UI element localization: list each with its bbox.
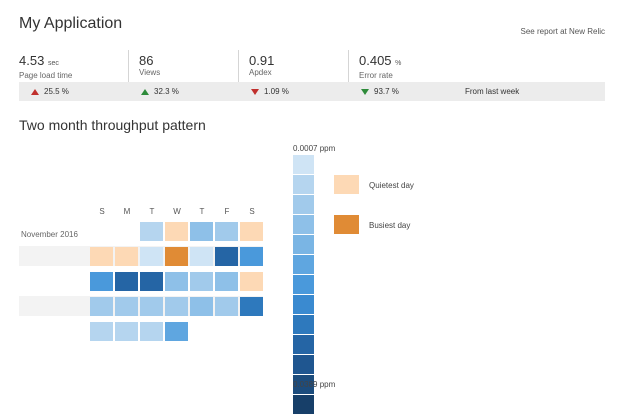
metric-views: 86 Views xyxy=(129,50,239,82)
metric-label: Page load time xyxy=(19,71,73,80)
scale-swatch xyxy=(293,335,314,354)
scale-max-label: 0.0389 ppm xyxy=(293,380,336,389)
scale-swatch xyxy=(293,175,314,194)
calendar-day-cell[interactable] xyxy=(240,247,263,266)
quietest-day-swatch xyxy=(334,175,359,194)
metric-apdex: 0.91 Apdex xyxy=(239,50,349,82)
busiest-day-label: Busiest day xyxy=(369,221,411,230)
calendar-day-cell[interactable] xyxy=(90,297,113,316)
weekday-label: S xyxy=(99,207,105,216)
calendar-day-cell[interactable] xyxy=(240,272,263,291)
change-apdex: 1.09 % xyxy=(239,87,349,96)
metric-value: 0.405 xyxy=(359,53,392,68)
metric-page-load-time: 4.53 sec Page load time xyxy=(19,50,129,82)
calendar-day-cell[interactable] xyxy=(215,247,238,266)
calendar-day-cell[interactable] xyxy=(90,272,113,291)
weekday-label: W xyxy=(173,207,181,216)
scale-swatch xyxy=(293,315,314,334)
scale-swatch xyxy=(293,155,314,174)
change-value: 1.09 % xyxy=(264,87,289,96)
metric-label: Apdex xyxy=(249,68,272,77)
calendar-day-cell[interactable] xyxy=(215,297,238,316)
calendar-day-cell[interactable] xyxy=(90,247,113,266)
calendar-day-cell[interactable] xyxy=(115,272,138,291)
metric-label: Views xyxy=(139,68,161,77)
change-value: 93.7 % xyxy=(374,87,399,96)
arrow-down-icon xyxy=(361,88,369,95)
calendar-day-cell[interactable] xyxy=(115,322,138,341)
calendar-day-cell[interactable] xyxy=(115,297,138,316)
metric-error-rate: 0.405 % Error rate xyxy=(349,50,495,82)
change-value: 32.3 % xyxy=(154,87,179,96)
calendar-day-cell[interactable] xyxy=(140,247,163,266)
calendar-day-cell[interactable] xyxy=(165,297,188,316)
calendar-day-cell[interactable] xyxy=(165,322,188,341)
calendar-day-cell[interactable] xyxy=(165,247,188,266)
comparison-label: From last week xyxy=(465,87,520,96)
scale-swatch xyxy=(293,375,314,394)
calendar-day-cell[interactable] xyxy=(190,222,213,241)
throughput-title: Two month throughput pattern xyxy=(19,117,206,133)
change-views: 32.3 % xyxy=(129,87,239,96)
weekday-label: M xyxy=(123,207,131,216)
calendar-day-cell[interactable] xyxy=(165,272,188,291)
scale-swatch xyxy=(293,195,314,214)
scale-swatch xyxy=(293,395,314,414)
change-page-load-time: 25.5 % xyxy=(19,87,129,96)
scale-min-label: 0.0007 ppm xyxy=(293,144,336,153)
calendar-day-cell[interactable] xyxy=(140,297,163,316)
calendar-day-cell[interactable] xyxy=(240,222,263,241)
calendar-day-cell[interactable] xyxy=(240,297,263,316)
month-label: November 2016 xyxy=(21,230,78,239)
weekday-label: T xyxy=(199,207,205,216)
arrow-down-icon xyxy=(251,88,259,95)
change-error-rate: 93.7 % xyxy=(349,87,459,96)
calendar-day-cell[interactable] xyxy=(190,272,213,291)
calendar-day-cell[interactable] xyxy=(190,247,213,266)
arrow-up-icon xyxy=(141,88,149,95)
calendar-day-cell[interactable] xyxy=(140,222,163,241)
calendar-day-cell[interactable] xyxy=(215,222,238,241)
scale-swatch xyxy=(293,275,314,294)
scale-swatch xyxy=(293,215,314,234)
metric-unit: sec xyxy=(47,60,59,67)
metrics-row: 4.53 sec Page load time 86 Views 0.91 Ap… xyxy=(19,50,605,82)
metric-value: 86 xyxy=(139,53,154,68)
weekday-label: T xyxy=(149,207,155,216)
quietest-day-label: Quietest day xyxy=(369,181,414,190)
calendar-day-cell[interactable] xyxy=(190,297,213,316)
weekday-label: F xyxy=(224,207,230,216)
scale-swatch xyxy=(293,255,314,274)
calendar-day-cell[interactable] xyxy=(115,247,138,266)
new-relic-report-link[interactable]: See report at New Relic xyxy=(520,27,605,36)
busiest-day-swatch xyxy=(334,215,359,234)
scale-swatch xyxy=(293,295,314,314)
change-value: 25.5 % xyxy=(44,87,69,96)
scale-swatch xyxy=(293,355,314,374)
calendar-day-cell[interactable] xyxy=(90,322,113,341)
metric-value: 4.53 xyxy=(19,53,45,68)
calendar-day-cell[interactable] xyxy=(215,272,238,291)
calendar-day-cell[interactable] xyxy=(165,222,188,241)
metric-unit: % xyxy=(395,60,402,67)
weekday-label: S xyxy=(249,207,255,216)
app-title: My Application xyxy=(19,15,123,32)
metric-label: Error rate xyxy=(359,71,393,80)
weekly-change-bar: 25.5 % 32.3 % 1.09 % 93.7 % From last we… xyxy=(19,82,605,101)
calendar-day-cell[interactable] xyxy=(140,272,163,291)
arrow-up-icon xyxy=(31,88,39,95)
calendar-day-cell[interactable] xyxy=(140,322,163,341)
metric-value: 0.91 xyxy=(249,53,275,68)
scale-swatch xyxy=(293,235,314,254)
